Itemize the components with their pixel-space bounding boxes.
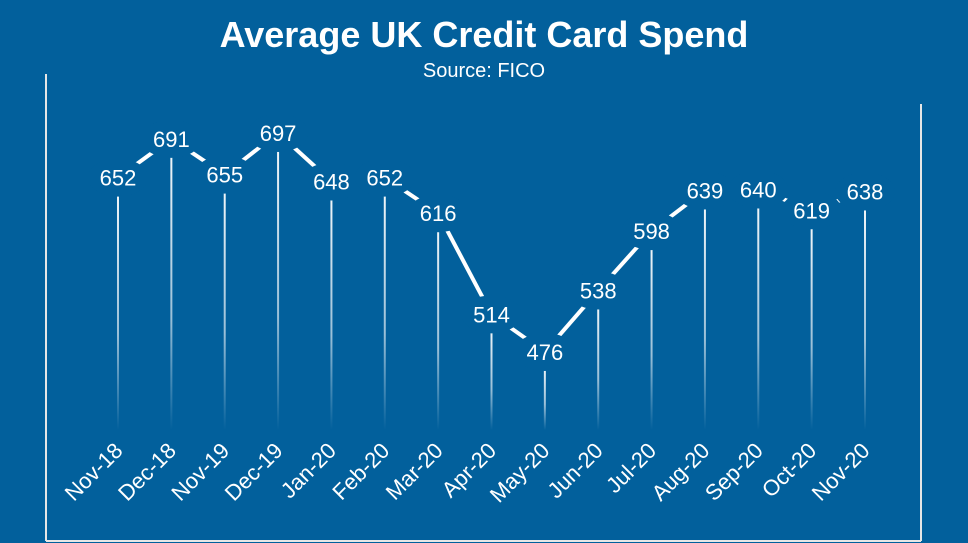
svg-text:514: 514 xyxy=(473,302,510,327)
svg-text:598: 598 xyxy=(633,219,670,244)
data-label: 697 xyxy=(248,113,309,152)
x-tick-label: Mar-20 xyxy=(381,438,448,505)
svg-text:655: 655 xyxy=(206,163,243,188)
value-spike xyxy=(437,227,440,430)
value-spike xyxy=(490,328,493,430)
data-label: 514 xyxy=(461,295,522,334)
data-label: 691 xyxy=(141,119,202,158)
data-label: 598 xyxy=(621,212,682,251)
data-label: 476 xyxy=(514,332,575,371)
value-spike xyxy=(170,152,173,430)
data-label: 648 xyxy=(301,162,362,201)
value-spike xyxy=(810,224,813,430)
x-tick-label: Nov-19 xyxy=(166,438,234,506)
value-spike xyxy=(277,146,280,430)
svg-text:638: 638 xyxy=(847,179,884,204)
svg-text:697: 697 xyxy=(260,121,297,146)
value-spike xyxy=(703,204,706,430)
value-spike xyxy=(597,304,600,430)
svg-text:652: 652 xyxy=(366,166,403,191)
data-label: 538 xyxy=(568,271,629,310)
x-tick-label: Nov-18 xyxy=(60,438,128,506)
svg-text:652: 652 xyxy=(100,166,137,191)
svg-text:616: 616 xyxy=(420,201,457,226)
data-label: 639 xyxy=(674,171,735,210)
value-spike xyxy=(650,245,653,430)
x-tick-label: Jun-20 xyxy=(542,438,607,503)
value-spike xyxy=(117,191,119,430)
svg-text:476: 476 xyxy=(526,340,563,365)
value-spike xyxy=(223,188,226,430)
x-tick-label: Dec-19 xyxy=(220,438,288,506)
value-spike xyxy=(543,365,546,430)
data-label: 655 xyxy=(194,155,255,194)
svg-text:648: 648 xyxy=(313,170,350,195)
svg-text:538: 538 xyxy=(580,279,617,304)
data-label: 652 xyxy=(354,158,415,197)
data-label: 640 xyxy=(728,170,789,209)
x-tick-label: Jan-20 xyxy=(276,438,341,503)
data-label: 652 xyxy=(88,158,148,197)
x-tick-label: Dec-18 xyxy=(113,438,181,506)
value-spike xyxy=(330,195,333,430)
x-tick-label: Feb-20 xyxy=(327,438,394,505)
x-tick-label: Nov-20 xyxy=(807,438,875,506)
chart-subtitle: Source: FICO xyxy=(422,60,546,82)
value-spike xyxy=(757,203,760,430)
svg-text:691: 691 xyxy=(153,127,190,152)
data-label: 616 xyxy=(408,194,469,233)
x-tick-label: May-20 xyxy=(485,438,555,508)
svg-text:639: 639 xyxy=(687,178,724,203)
chart-title: Average UK Credit Card Spend xyxy=(219,14,749,55)
value-spike xyxy=(383,191,386,430)
svg-text:640: 640 xyxy=(740,177,777,202)
x-tick-label: Sep-20 xyxy=(700,438,768,506)
data-label: 638 xyxy=(835,172,895,211)
value-spike xyxy=(864,205,866,430)
svg-text:619: 619 xyxy=(793,198,830,223)
data-label: 619 xyxy=(781,191,842,230)
x-tick-label: Aug-20 xyxy=(647,438,715,506)
